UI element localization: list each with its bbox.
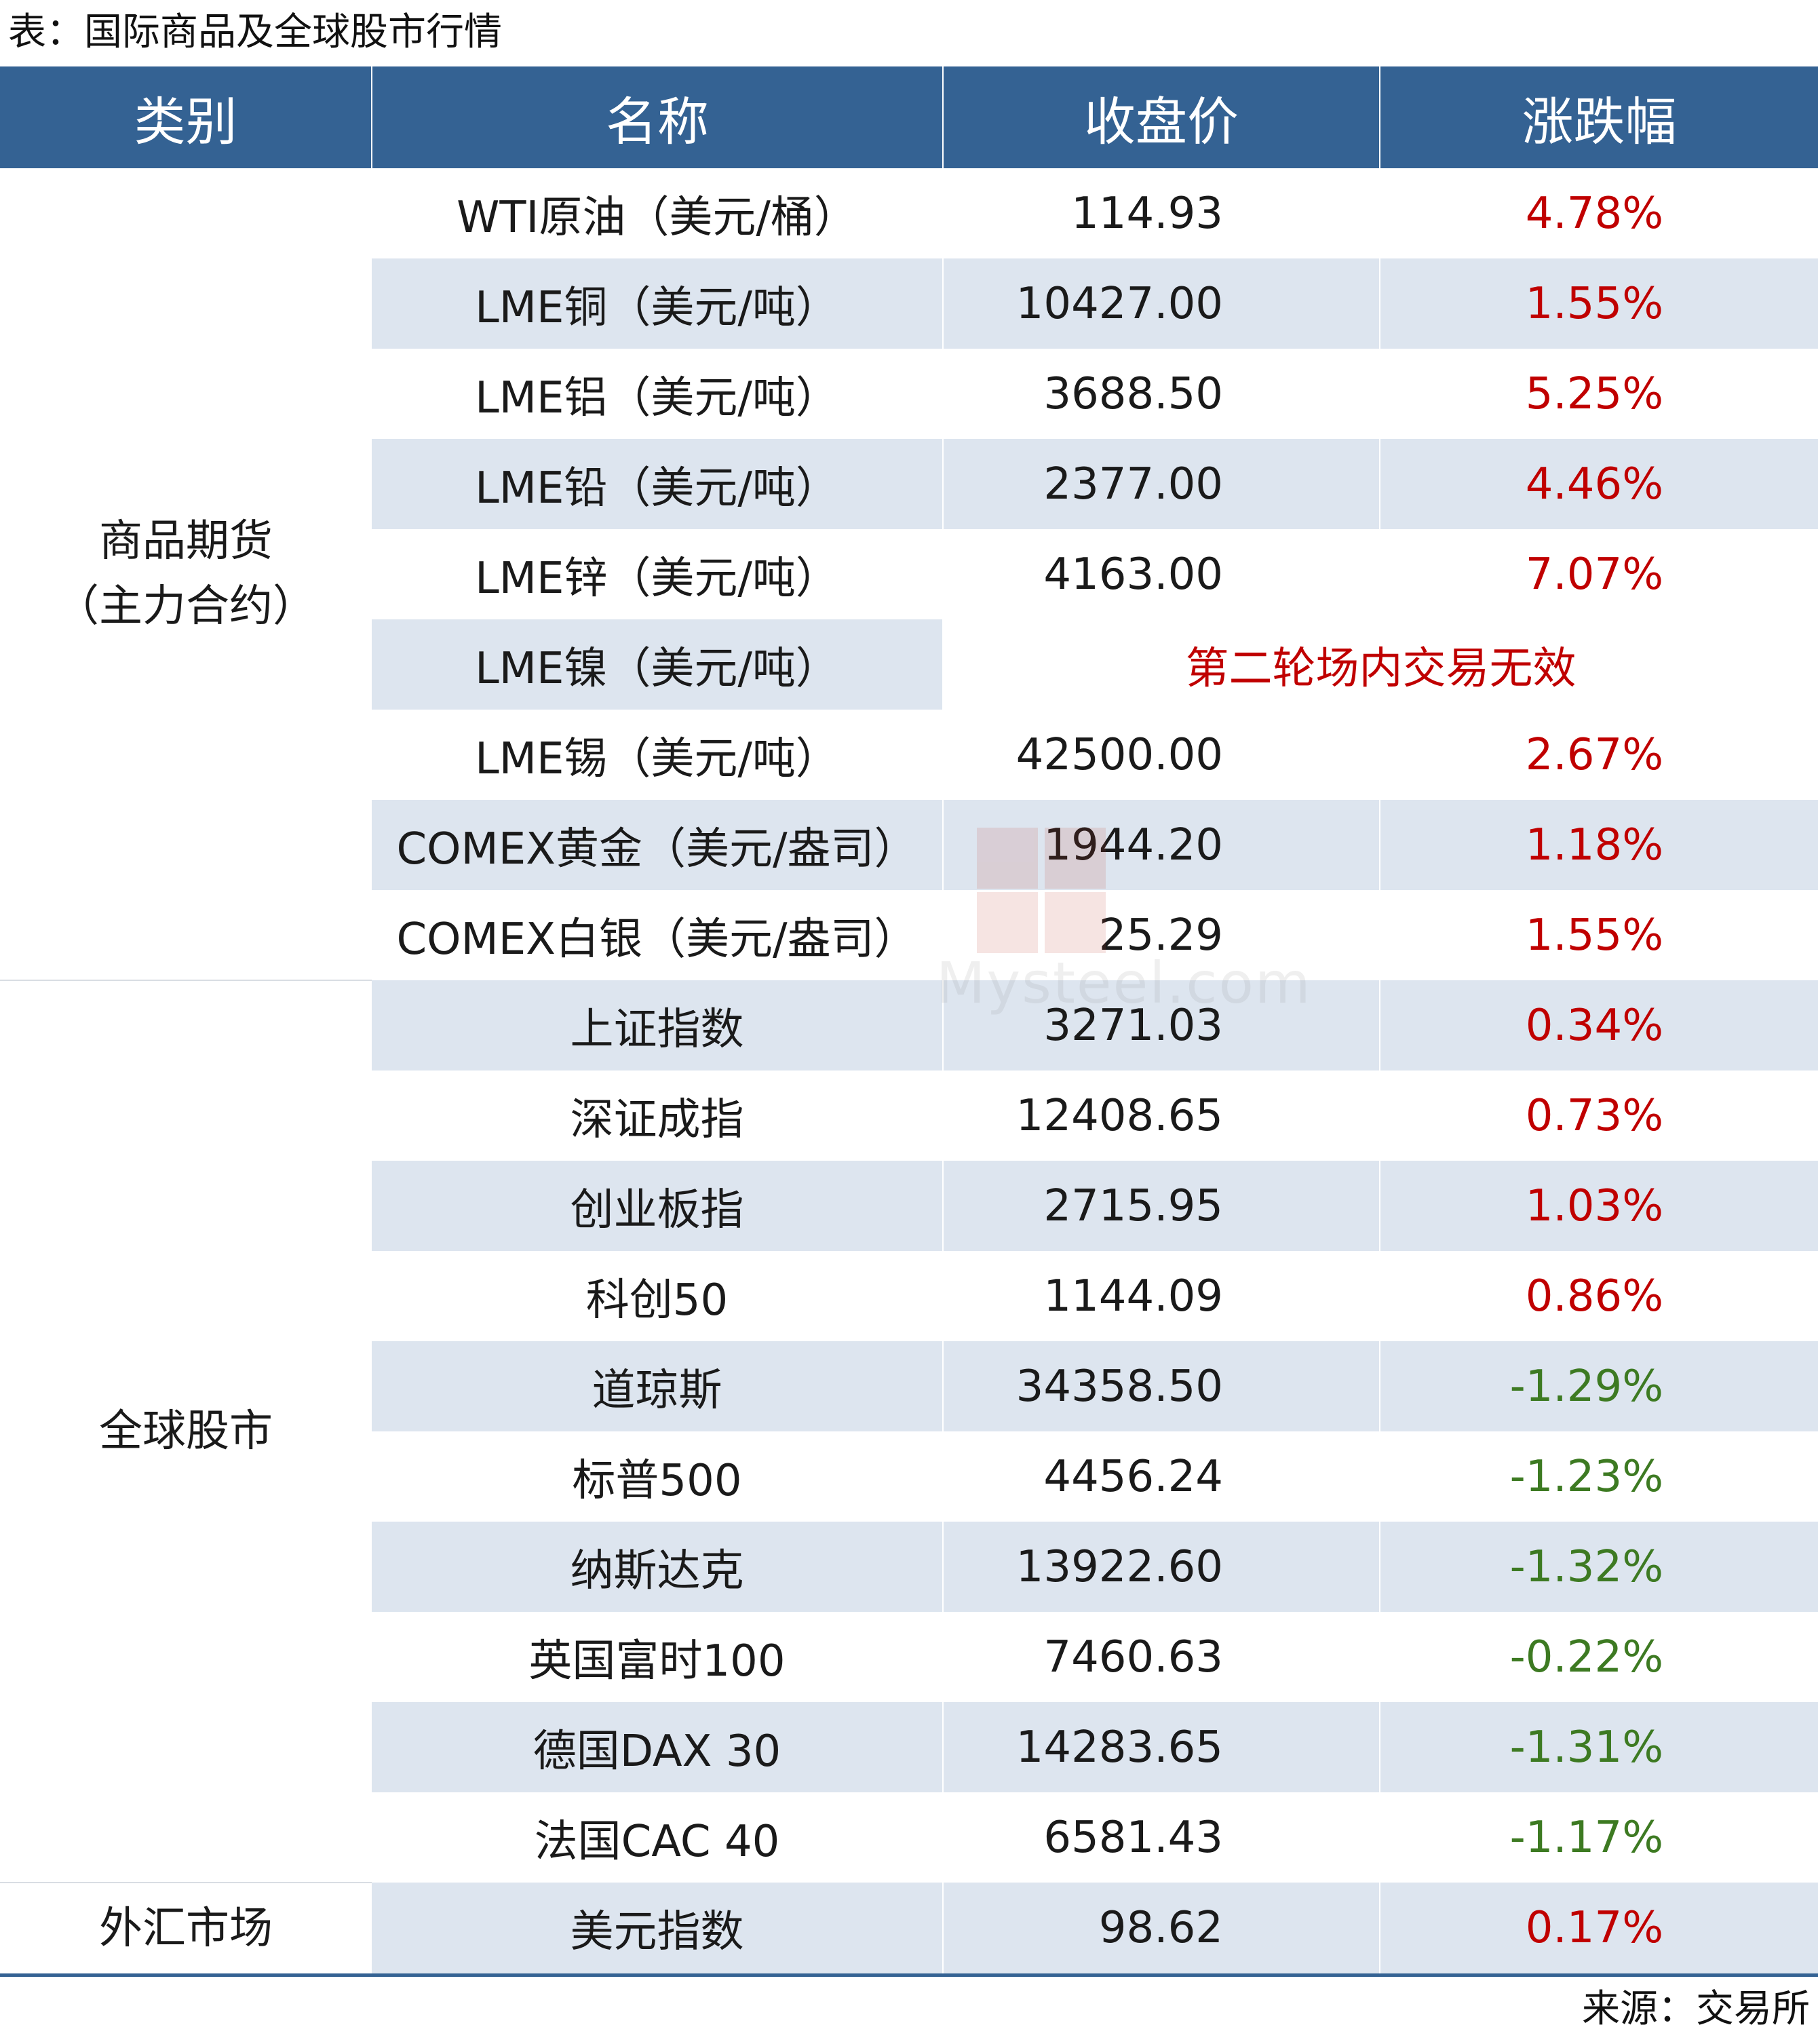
table-row: 全球股市 上证指数 3271.03 0.34% xyxy=(0,980,1818,1883)
table-row: COMEX白银（美元/盎司） 25.29 1.55% xyxy=(0,890,1818,980)
table-row: COMEX黄金（美元/盎司） 1944.20 1.18% xyxy=(0,800,1818,890)
change-pct: 0.34% xyxy=(1380,980,1818,1071)
header-category: 类别 xyxy=(0,66,372,168)
change-pct: -1.31% xyxy=(1380,1702,1818,1792)
table-body: 商品期货 （主力合约） WTI原油（美元/桶） 114.93 4.78% LME铜（美元/… xyxy=(0,168,1818,1977)
header-close-price: 收盘价 xyxy=(943,66,1380,168)
market-quotes-table: 类别 名称 收盘价 涨跌幅 商品期货 （主力合约） WTI原油（美元/桶） 114.9… xyxy=(0,66,1818,1977)
table-row: 标普500 4456.24 -1.23% xyxy=(0,1431,1818,1522)
table-row: 商品期货 （主力合约） WTI原油（美元/桶） 114.93 4.78% xyxy=(0,168,1818,981)
table-row: LME锡（美元/吨） 42500.00 2.67% xyxy=(0,710,1818,800)
instrument-name: LME锡（美元/吨） xyxy=(372,710,944,800)
change-pct: 4.78% xyxy=(1525,188,1663,239)
change-pct: 5.25% xyxy=(1525,368,1663,419)
table-row: LME铜（美元/吨） 10427.00 1.55% xyxy=(0,258,1818,349)
instrument-name: LME镍（美元/吨） xyxy=(372,619,944,710)
table-row: 科创50 1144.09 0.86% xyxy=(0,1251,1818,1341)
change-pct: 1.18% xyxy=(1380,800,1818,890)
table-row: 纳斯达克 13922.60 -1.32% xyxy=(0,1522,1818,1612)
instrument-name: COMEX白银（美元/盎司） xyxy=(372,890,944,980)
close-price: 114.93 xyxy=(943,168,1380,258)
instrument-name: 纳斯达克 xyxy=(372,1522,944,1612)
close-price: 25.29 xyxy=(943,890,1380,980)
table-row: 英国富时100 7460.63 -0.22% xyxy=(0,1612,1818,1702)
instrument-name: LME铝（美元/吨） xyxy=(372,349,944,439)
change-pct: 1.55% xyxy=(1380,258,1818,349)
change-pct: 0.86% xyxy=(1525,1271,1663,1322)
instrument-name: 法国CAC 40 xyxy=(372,1792,944,1883)
instrument-name: 深证成指 xyxy=(372,1071,944,1161)
instrument-name: WTI原油（美元/桶） xyxy=(372,168,944,258)
table-row: 道琼斯 34358.50 -1.29% xyxy=(0,1341,1818,1431)
category-sublabel: （主力合约） xyxy=(56,581,316,632)
close-price: 12408.65 xyxy=(943,1071,1380,1161)
close-price: 4456.24 xyxy=(943,1431,1380,1522)
table-row: LME镍（美元/吨） 第二轮场内交易无效 xyxy=(0,619,1818,710)
category-label: 全球股市 xyxy=(99,1406,273,1457)
category-cell: 商品期货 （主力合约） xyxy=(0,168,372,981)
close-price: 7460.63 xyxy=(943,1612,1380,1702)
instrument-name: 英国富时100 xyxy=(372,1612,944,1702)
close-price: 14283.65 xyxy=(943,1702,1380,1792)
close-price: 1144.09 xyxy=(943,1251,1380,1341)
category-label: 商品期货 xyxy=(99,516,273,566)
change-pct: 0.73% xyxy=(1525,1090,1663,1141)
table-row: LME铝（美元/吨） 3688.50 5.25% xyxy=(0,349,1818,439)
category-cell: 全球股市 xyxy=(0,980,372,1883)
close-price: 1944.20 xyxy=(943,800,1380,890)
close-price: 13922.60 xyxy=(943,1522,1380,1612)
table-caption: 表：国际商品及全球股市行情 xyxy=(8,10,502,54)
instrument-name: LME铜（美元/吨） xyxy=(372,258,944,349)
change-pct: 4.46% xyxy=(1380,439,1818,529)
change-pct: 1.55% xyxy=(1525,910,1663,961)
table-row: 外汇市场 美元指数 98.62 0.17% xyxy=(0,1883,1818,1977)
header-change-pct: 涨跌幅 xyxy=(1380,66,1818,168)
category-label: 外汇市场 xyxy=(99,1903,273,1954)
table-row: 创业板指 2715.95 1.03% xyxy=(0,1161,1818,1251)
close-price: 3688.50 xyxy=(943,349,1380,439)
close-price: 4163.00 xyxy=(943,529,1380,619)
close-price: 3271.03 xyxy=(943,980,1380,1071)
table-header: 类别 名称 收盘价 涨跌幅 xyxy=(0,66,1818,168)
change-pct: 2.67% xyxy=(1525,729,1663,780)
instrument-name: 美元指数 xyxy=(372,1883,944,1977)
table-row: 法国CAC 40 6581.43 -1.17% xyxy=(0,1792,1818,1883)
instrument-name: LME铅（美元/吨） xyxy=(372,439,944,529)
change-pct: 1.03% xyxy=(1380,1161,1818,1251)
change-pct: -0.22% xyxy=(1509,1632,1663,1682)
change-pct: -1.17% xyxy=(1509,1812,1663,1863)
header-row: 类别 名称 收盘价 涨跌幅 xyxy=(0,66,1818,168)
change-pct: 7.07% xyxy=(1525,549,1663,600)
instrument-name: 道琼斯 xyxy=(372,1341,944,1431)
change-pct: -1.32% xyxy=(1380,1522,1818,1612)
close-price: 6581.43 xyxy=(943,1792,1380,1883)
trading-invalid-note: 第二轮场内交易无效 xyxy=(1185,643,1577,694)
instrument-name: 创业板指 xyxy=(372,1161,944,1251)
category-cell: 外汇市场 xyxy=(0,1883,372,1977)
table-row: 德国DAX 30 14283.65 -1.31% xyxy=(0,1702,1818,1792)
table-row: LME铅（美元/吨） 2377.00 4.46% xyxy=(0,439,1818,529)
table-row: 深证成指 12408.65 0.73% xyxy=(0,1071,1818,1161)
instrument-name: COMEX黄金（美元/盎司） xyxy=(372,800,944,890)
close-price: 2377.00 xyxy=(943,439,1380,529)
change-pct: 0.17% xyxy=(1380,1883,1818,1977)
instrument-name: 科创50 xyxy=(372,1251,944,1341)
close-price: 98.62 xyxy=(943,1883,1380,1977)
close-price: 2715.95 xyxy=(943,1161,1380,1251)
instrument-name: 上证指数 xyxy=(372,980,944,1071)
table-row: LME锌（美元/吨） 4163.00 7.07% xyxy=(0,529,1818,619)
instrument-name: 德国DAX 30 xyxy=(372,1702,944,1792)
header-name: 名称 xyxy=(372,66,944,168)
instrument-name: LME锌（美元/吨） xyxy=(372,529,944,619)
close-price: 10427.00 xyxy=(943,258,1380,349)
instrument-name: 标普500 xyxy=(372,1431,944,1522)
source-note: 来源：交易所 xyxy=(1582,1987,1810,2031)
change-pct: -1.23% xyxy=(1509,1451,1663,1502)
close-price: 34358.50 xyxy=(943,1341,1380,1431)
close-price: 42500.00 xyxy=(943,710,1380,800)
change-pct: -1.29% xyxy=(1380,1341,1818,1431)
